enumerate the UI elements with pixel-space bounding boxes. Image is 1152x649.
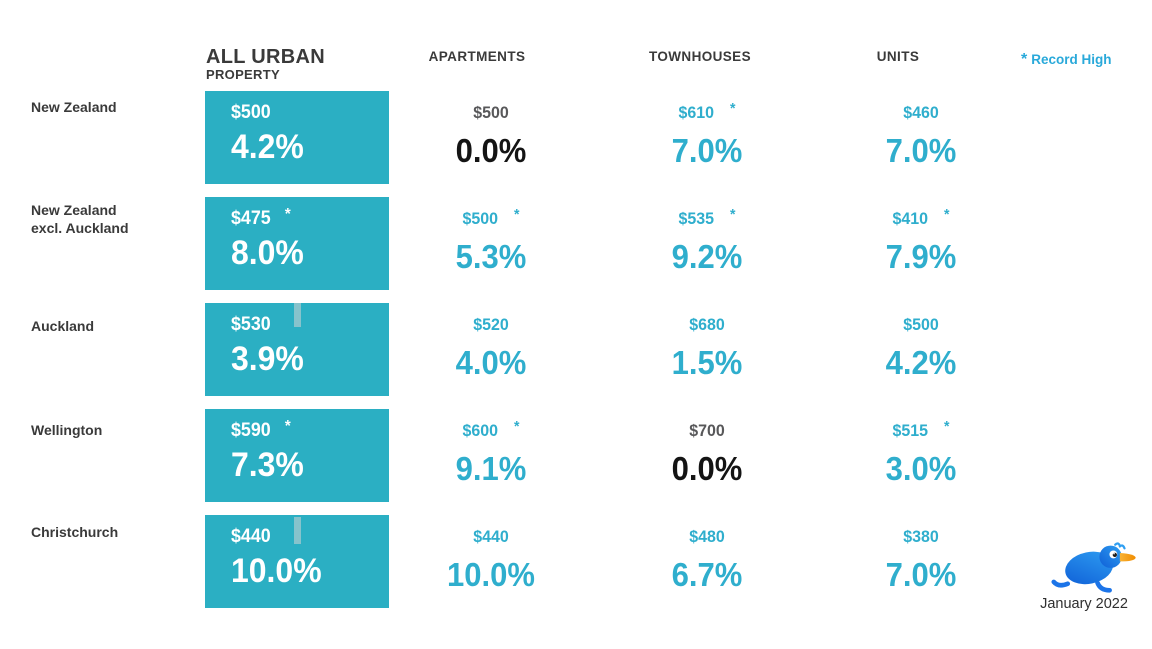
annual-change-value: 4.2%	[885, 344, 957, 381]
median-rent-value: $380	[903, 527, 939, 546]
record-high-star-icon: *	[730, 100, 736, 117]
median-rent-value: $500	[473, 103, 509, 122]
annual-change-value: 9.2%	[671, 238, 743, 275]
median-rent-value: $410 *	[892, 206, 950, 228]
median-rent-value: $500	[903, 315, 939, 334]
annual-change-value: 0.0%	[455, 132, 527, 169]
record-high-star-icon: *	[514, 206, 520, 223]
median-rent-value: $480	[689, 527, 725, 546]
kiwi-logo	[1051, 542, 1136, 593]
table-row: Christchurch $440 10.0% $440 10.0% $480 …	[0, 515, 1152, 608]
all-urban-cell: $475 * 8.0%	[205, 197, 389, 290]
annual-change-value: 10.0%	[447, 556, 535, 593]
median-rent-value: $610 *	[678, 100, 736, 122]
median-rent-value: $530	[231, 314, 271, 335]
median-rent-value: $500 *	[462, 206, 520, 228]
record-high-star-icon: *	[730, 206, 736, 223]
annual-change-value: 0.0%	[671, 450, 743, 487]
annual-change-value: 5.3%	[455, 238, 527, 275]
median-rent-value: $700	[689, 421, 725, 440]
median-rent-value: $460	[903, 103, 939, 122]
annual-change-value: 7.0%	[671, 132, 743, 169]
table-row: Auckland $530 3.9% $520 4.0% $680 1.5% $…	[0, 303, 1152, 396]
scrubber-artifact	[294, 517, 301, 544]
record-high-star-icon: *	[514, 418, 520, 435]
column-header-townhouses: TOWNHOUSES	[648, 49, 751, 64]
all-urban-cell: $530 3.9%	[205, 303, 389, 396]
annual-change-value: 6.7%	[671, 556, 743, 593]
table-row: Wellington $590 * 7.3% $600 * 9.1% $700 0.…	[0, 409, 1152, 502]
header-all-urban: ALL URBAN	[206, 46, 325, 68]
annual-change-value: 7.0%	[885, 556, 957, 593]
median-rent-value: $520	[473, 315, 509, 334]
record-high-star-icon: *	[944, 418, 950, 435]
report-date: January 2022	[1040, 596, 1128, 612]
annual-change-value: 3.0%	[885, 450, 957, 487]
median-rent-value: $440	[231, 526, 271, 547]
median-rent-value: $680	[689, 315, 725, 334]
annual-change-value: 4.0%	[455, 344, 527, 381]
row-label-christchurch: Christchurch	[31, 524, 119, 540]
annual-change-value: 4.2%	[231, 128, 304, 166]
median-rent-value: $515 *	[892, 418, 950, 440]
all-urban-cell: $500 4.2%	[205, 91, 389, 184]
column-header-units: UNITS	[876, 49, 920, 64]
annual-change-value: 8.0%	[231, 234, 304, 272]
row-label-line1: New Zealand	[31, 202, 117, 218]
legend-label: Record High	[1031, 52, 1112, 67]
annual-change-value: 9.1%	[455, 450, 527, 487]
annual-change-value: 3.9%	[231, 340, 304, 378]
scrubber-artifact	[294, 303, 301, 327]
median-rent-value: $475 *	[231, 206, 291, 229]
record-high-star-icon: *	[284, 418, 291, 435]
annual-change-value: 10.0%	[231, 552, 322, 590]
asterisk-icon: *	[1021, 51, 1028, 68]
header-property: PROPERTY	[206, 67, 280, 82]
annual-change-value: 7.3%	[231, 446, 304, 484]
median-rent-value: $500	[231, 102, 271, 123]
row-label-wellington: Wellington	[31, 422, 103, 438]
record-high-legend: * Record High	[1021, 51, 1112, 69]
table-row: New Zealand $500 4.2% $500 0.0% $610 * 7.…	[0, 91, 1152, 184]
record-high-star-icon: *	[944, 206, 950, 223]
median-rent-value: $440	[473, 527, 509, 546]
row-label-new-zealand: New Zealand	[31, 99, 117, 115]
annual-change-value: 7.9%	[885, 238, 957, 275]
median-rent-value: $600 *	[462, 418, 520, 440]
all-urban-cell: $590 * 7.3%	[205, 409, 389, 502]
row-label-auckland: Auckland	[31, 318, 95, 334]
column-header-apartments: APARTMENTS	[428, 49, 526, 64]
annual-change-value: 1.5%	[671, 344, 743, 381]
annual-change-value: 7.0%	[885, 132, 957, 169]
row-label-line2: excl. Auckland	[31, 220, 129, 236]
record-high-star-icon: *	[284, 206, 291, 223]
median-rent-value: $590 *	[231, 418, 291, 441]
all-urban-cell: $440 10.0%	[205, 515, 389, 608]
table-row: New Zealand excl. Auckland $475 * 8.0% $5…	[0, 197, 1152, 290]
column-header-all-urban-property: ALL URBAN PROPERTY	[206, 47, 325, 82]
row-label-nz-excl-auckland: New Zealand excl. Auckland	[31, 201, 129, 237]
median-rent-value: $535 *	[678, 206, 736, 228]
